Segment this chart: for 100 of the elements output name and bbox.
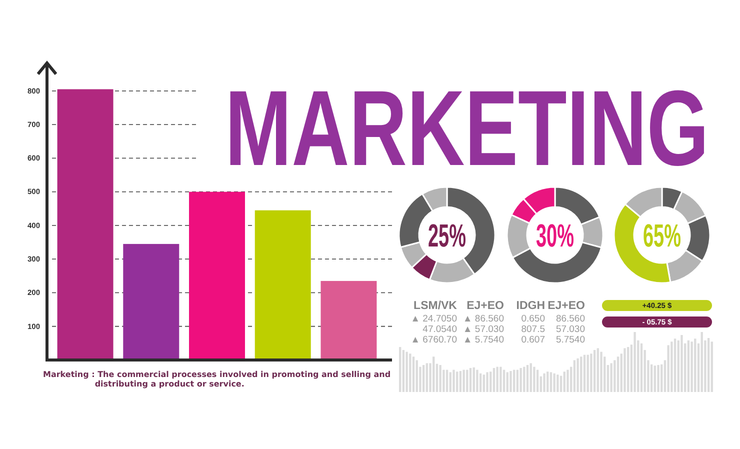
- bar: [476, 370, 478, 392]
- text: Marketing : The commercial processes involved in promoting and selling and distributing a product or service.: [43, 370, 391, 388]
- bar: [466, 370, 468, 392]
- annotation: ▲ 57.030: [462, 324, 504, 335]
- bar: [700, 332, 703, 392]
- bar: [516, 370, 519, 392]
- bar: [446, 370, 448, 392]
- bar: [543, 373, 546, 392]
- bar: [670, 342, 673, 392]
- bar: [439, 365, 442, 392]
- bar: [596, 348, 599, 392]
- bar: [526, 365, 529, 392]
- bar: [590, 354, 592, 392]
- bar: [513, 370, 516, 392]
- bar: [402, 350, 405, 392]
- bar: [634, 332, 636, 392]
- bar: [667, 345, 670, 392]
- bar: [254, 210, 311, 360]
- bar: [412, 356, 415, 392]
- text: ▲ 24.7050: [410, 314, 457, 324]
- bar: [472, 367, 475, 392]
- bar: [624, 348, 626, 392]
- text: 30%: [536, 218, 600, 254]
- bar: [189, 192, 245, 360]
- bar: [560, 376, 562, 392]
- text: 25%: [428, 218, 492, 254]
- bar: [674, 338, 676, 392]
- bar: [710, 342, 713, 392]
- bar: [320, 280, 377, 360]
- bar: [469, 368, 472, 392]
- bar: [462, 370, 465, 392]
- bar: [573, 360, 576, 392]
- bar: [426, 363, 428, 392]
- bar: [660, 364, 663, 392]
- bar: [523, 366, 526, 392]
- bar: [687, 340, 690, 392]
- bar: [546, 372, 549, 392]
- bar: [614, 360, 616, 392]
- bar: [452, 370, 455, 392]
- text: EJ+EO: [466, 300, 504, 312]
- bar: [694, 338, 696, 392]
- text: IDGH: [516, 300, 545, 312]
- bar: [409, 354, 412, 392]
- bar: [566, 370, 569, 392]
- bar: [482, 374, 485, 392]
- text: ▲ 86.560: [462, 314, 504, 324]
- bar: [490, 372, 492, 392]
- bar: [657, 365, 660, 392]
- annotation: ▲ 6760.70: [410, 334, 457, 346]
- bar: [492, 368, 496, 392]
- bar: [449, 372, 452, 392]
- bar: [123, 244, 180, 360]
- bar: [496, 366, 498, 392]
- bar: [563, 372, 566, 392]
- bar: [416, 360, 418, 392]
- bar: [459, 371, 462, 392]
- bar: [593, 350, 596, 392]
- bar: [650, 364, 653, 392]
- annotation: 47.0540: [422, 324, 457, 335]
- bar: [479, 373, 482, 392]
- bar: [556, 374, 559, 392]
- bar: [533, 366, 536, 392]
- bar: [627, 347, 630, 392]
- bar: [536, 370, 539, 392]
- bar: [583, 354, 586, 392]
- bar: [530, 363, 532, 392]
- bar: [576, 358, 579, 392]
- text: 65%: [643, 218, 708, 254]
- bar: [456, 372, 458, 392]
- bar: [616, 356, 620, 392]
- bar: [506, 372, 508, 392]
- bar: [553, 373, 556, 392]
- bar: [707, 338, 710, 392]
- bar: [680, 335, 683, 392]
- bar: [640, 343, 643, 392]
- annotation: 0.607: [521, 334, 545, 346]
- annotation: 807.5: [521, 324, 545, 335]
- bar: [520, 368, 522, 392]
- text: LSM/VK: [414, 300, 458, 312]
- bar: [610, 363, 612, 392]
- text: 86.560: [556, 314, 585, 324]
- bar: [550, 372, 552, 392]
- bar: [510, 371, 512, 392]
- chart-title: MARKETING: [225, 70, 709, 189]
- bar: [690, 342, 693, 392]
- annotation: ▲ 5.7540: [462, 334, 504, 346]
- bar: [422, 365, 425, 392]
- bar: [502, 370, 506, 392]
- bar: [399, 347, 402, 392]
- bar: [654, 366, 656, 392]
- bar: [406, 352, 408, 392]
- bar: [500, 366, 502, 392]
- text: 0.650: [521, 314, 545, 324]
- bar: [586, 354, 589, 392]
- bar: [486, 372, 488, 392]
- bar: [600, 352, 602, 392]
- annotation: 57.030: [556, 324, 585, 335]
- text: EJ+EO: [548, 300, 586, 312]
- bar: [580, 356, 582, 392]
- annotation: 5.7540: [556, 334, 585, 346]
